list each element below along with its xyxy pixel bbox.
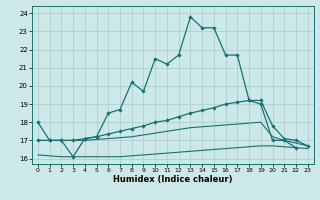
X-axis label: Humidex (Indice chaleur): Humidex (Indice chaleur)	[113, 175, 233, 184]
